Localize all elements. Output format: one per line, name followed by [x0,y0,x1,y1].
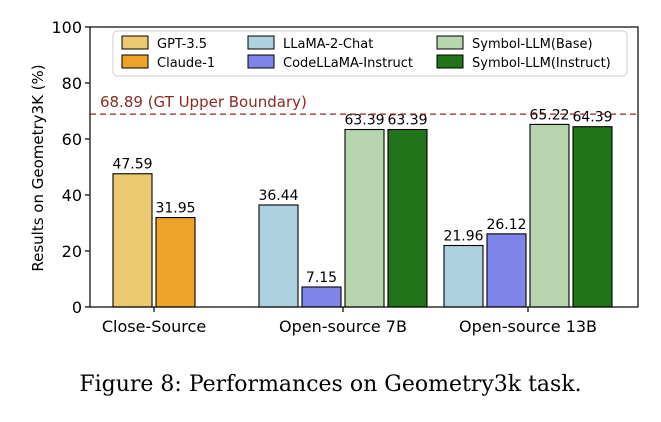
legend-label-gpt-3-5: GPT-3.5 [157,37,207,52]
x-tick-label: Open-source 7B [279,317,407,336]
bar-open-source-7b-codellama-instruct [301,286,342,308]
data-label: 36.44 [258,188,298,204]
y-axis-label: Results on Geometry3K (%) [29,64,47,271]
legend: GPT-3.5 Claude-1 LLaMA-2-Chat CodeLLaMA-Ins… [112,30,628,77]
legend-swatch-gpt-3-5 [121,35,149,50]
legend-label-claude-1: Claude-1 [157,56,215,71]
x-tick-label: Close-Source [102,317,206,336]
y-tick-label: 0 [72,298,82,317]
bar-open-source-7b-llama-2-chat [258,204,299,308]
bar-open-source-13b-symbol-llm-instruct [572,126,613,308]
legend-box [112,30,628,77]
figure-caption: Figure 8: Performances on Geometry3k tas… [79,372,582,397]
data-label: 63.39 [387,113,427,129]
legend-swatch-claude-1 [121,54,149,69]
data-label: 47.59 [112,157,152,173]
reference-layer: 68.89 (GT Upper Boundary) [90,93,638,115]
x-axis: Close-Source Open-source 7B Open-source 13… [102,307,597,336]
bar-open-source-13b-llama-2-chat [443,244,484,308]
y-tick-label: 40 [62,186,82,205]
bar-open-source-13b-symbol-llm-base [529,123,570,308]
legend-label-symbol-llm-base: Symbol-LLM(Base) [472,37,593,52]
bar-close-source-gpt-3-5 [112,173,153,308]
y-axis: 0 20 40 60 80 100 [51,18,90,317]
bar-close-source-claude-1 [155,216,196,308]
legend-label-codellama-instruct: CodeLLaMA-Instruct [283,56,413,71]
bar-open-source-7b-symbol-llm-instruct [387,128,428,308]
bar-open-source-13b-codellama-instruct [486,233,527,308]
data-label: 64.39 [572,110,612,126]
legend-label-symbol-llm-instruct: Symbol-LLM(Instruct) [472,56,611,71]
legend-label-llama-2-chat: LLaMA-2-Chat [283,37,373,52]
data-label: 7.15 [306,270,337,286]
legend-swatch-symbol-llm-base [436,35,464,50]
reference-line-label: 68.89 (GT Upper Boundary) [100,93,307,111]
y-tick-label: 20 [62,242,82,261]
data-label: 63.39 [344,113,384,129]
legend-swatch-symbol-llm-instruct [436,54,464,69]
y-tick-label: 80 [62,74,82,93]
legend-swatch-codellama-instruct [247,54,275,69]
y-tick-label: 60 [62,130,82,149]
legend-swatch-llama-2-chat [247,35,275,50]
data-label: 65.22 [529,107,569,123]
x-tick-label: Open-source 13B [459,317,597,336]
y-tick-label: 100 [51,18,82,37]
bar-open-source-7b-symbol-llm-base [344,128,385,308]
data-label: 31.95 [155,201,195,217]
plot-frame [89,26,639,308]
data-label: 26.12 [486,217,526,233]
data-label: 21.96 [443,229,483,245]
